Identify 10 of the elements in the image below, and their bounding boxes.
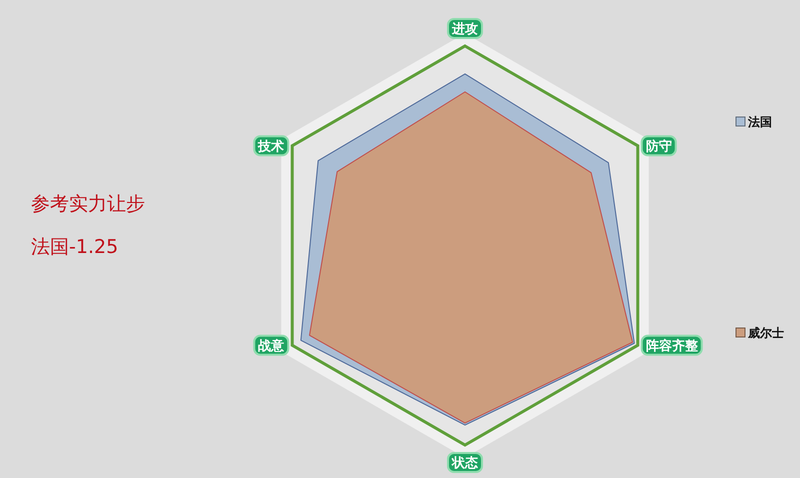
legend-label: 法国 <box>747 115 772 129</box>
spoke-label: 防守 <box>646 138 672 154</box>
annotation: 参考实力让步 <box>31 193 145 215</box>
spoke-label: 状态 <box>451 455 479 471</box>
spoke-label: 进攻 <box>451 22 478 37</box>
legend-label: 威尔士 <box>747 326 784 340</box>
spoke-label: 技术 <box>257 139 284 154</box>
annotation: 法国-1.25 <box>31 236 118 258</box>
spoke-label: 阵容齐整 <box>646 338 699 354</box>
spoke-label: 战意 <box>258 338 286 354</box>
